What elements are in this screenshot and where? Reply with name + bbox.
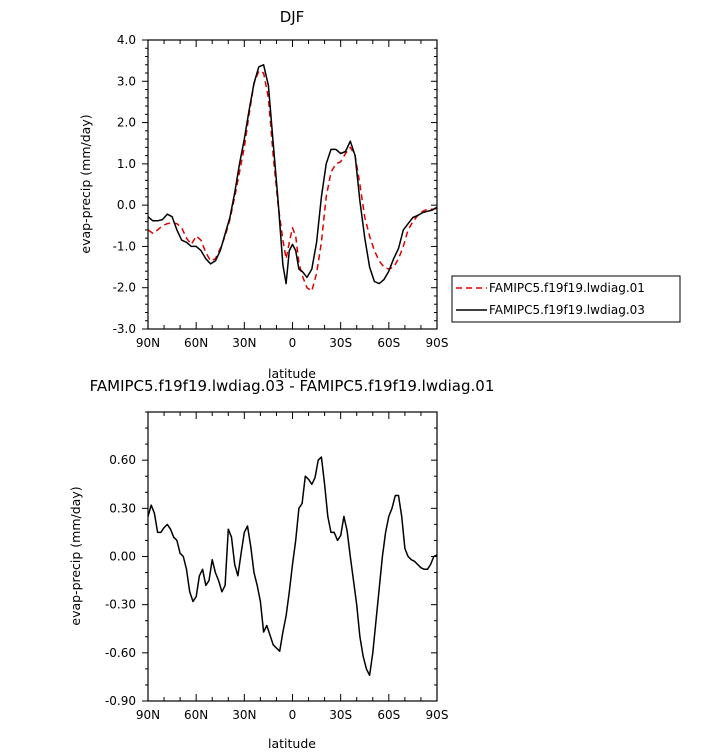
legend-label-1: FAMIPC5.f19f19.lwdiag.01 <box>489 281 645 295</box>
series-line-2 <box>147 64 438 285</box>
series-layer <box>147 64 438 292</box>
series-layer <box>147 456 438 677</box>
x-tick-label: 60N <box>184 336 208 350</box>
series-line-1 <box>147 456 438 677</box>
y-axis-label: evap-precip (mm/day) <box>68 486 83 625</box>
tick-layer: 90N 60N 30N 0 30S 60S 90S -3.0 -2.0 -1.0 0.0 1.0 2.0… <box>113 33 449 350</box>
panel-bottom: FAMIPC5.f19f19.lwdiag.03 - FAMIPC5.f19f1… <box>68 377 494 751</box>
chart-title: DJF <box>280 8 305 26</box>
y-tick-label: -0.60 <box>105 646 136 660</box>
y-tick-label: 4.0 <box>117 33 136 47</box>
y-tick-label: 2.0 <box>117 116 136 130</box>
y-tick-label: 3.0 <box>117 74 136 88</box>
y-tick-label: 0.30 <box>109 501 136 515</box>
plot-frame <box>147 39 438 330</box>
y-axis-label: evap-precip (mm/day) <box>78 114 93 253</box>
tick-layer: 90N 60N 30N 0 30S 60S 90S -0.90 -0.60 -0.30 0.00 0.… <box>105 411 449 722</box>
y-tick-label: 0.00 <box>109 550 136 564</box>
y-tick-label: -3.0 <box>113 322 136 336</box>
y-tick-label: -0.90 <box>105 694 136 708</box>
panel-top: DJF 90N 60N 30N 0 30S 60S 90S -3.0 -2.0 -1.0 0.0 1.… <box>78 8 448 381</box>
x-axis-label: latitude <box>268 736 316 751</box>
x-tick-label: 30N <box>232 708 256 722</box>
x-tick-label: 30S <box>329 336 352 350</box>
x-tick-label: 30N <box>232 336 256 350</box>
x-tick-label: 90N <box>136 708 160 722</box>
x-tick-label: 0 <box>289 708 297 722</box>
y-tick-label: 0.0 <box>117 198 136 212</box>
series-line-1 <box>147 70 438 292</box>
legend: FAMIPC5.f19f19.lwdiag.01 FAMIPC5.f19f19.… <box>451 275 681 323</box>
y-tick-label: 1.0 <box>117 157 136 171</box>
chart-title: FAMIPC5.f19f19.lwdiag.03 - FAMIPC5.f19f1… <box>90 377 495 395</box>
x-tick-label: 90S <box>426 336 449 350</box>
x-tick-label: 90N <box>136 336 160 350</box>
y-tick-label: 0.60 <box>109 453 136 467</box>
y-tick-label: -1.0 <box>113 239 136 253</box>
y-tick-label: -0.30 <box>105 598 136 612</box>
plot-frame <box>147 411 438 702</box>
legend-label-2: FAMIPC5.f19f19.lwdiag.03 <box>489 303 645 317</box>
x-tick-label: 0 <box>289 336 297 350</box>
x-tick-label: 60S <box>377 708 400 722</box>
legend-box <box>451 275 681 323</box>
x-tick-label: 60N <box>184 708 208 722</box>
x-tick-label: 90S <box>426 708 449 722</box>
x-tick-label: 30S <box>329 708 352 722</box>
y-tick-label: -2.0 <box>113 281 136 295</box>
x-axis-label: latitude <box>268 366 316 381</box>
x-tick-label: 60S <box>377 336 400 350</box>
